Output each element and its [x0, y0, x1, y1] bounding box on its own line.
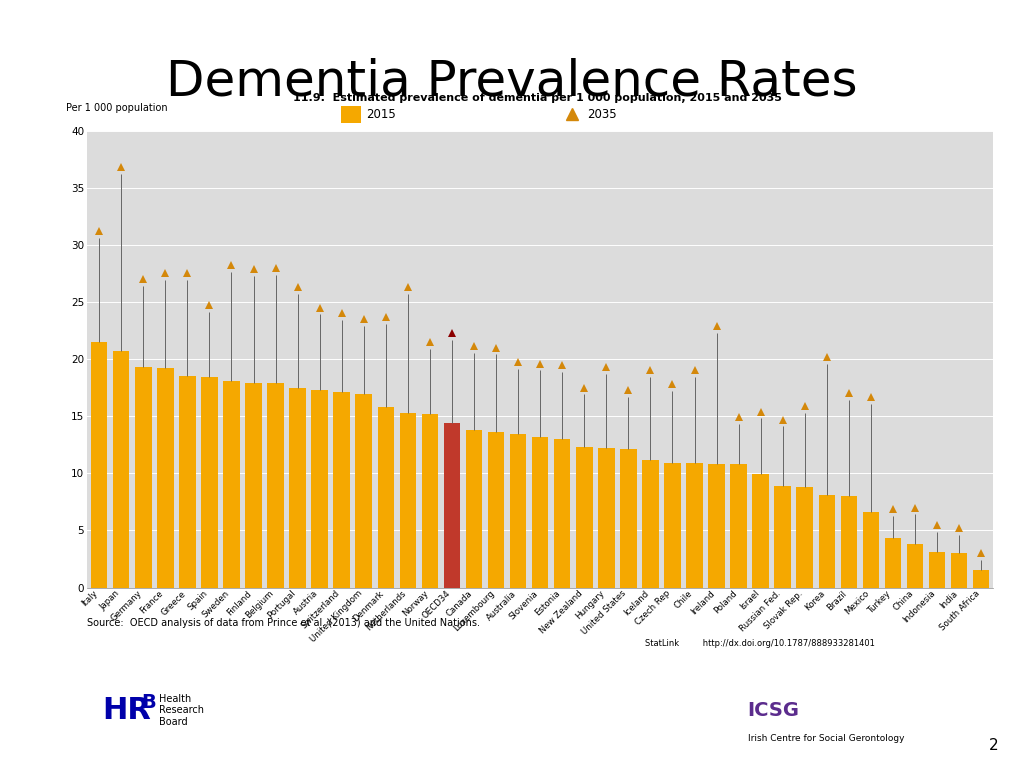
Bar: [311, 390, 328, 588]
Text: StatLink         http://dx.doi.org/10.1787/888933281401: StatLink http://dx.doi.org/10.1787/88893…: [645, 639, 874, 648]
Bar: [621, 449, 637, 588]
Bar: [841, 496, 857, 588]
Bar: [245, 383, 262, 588]
Bar: [201, 377, 218, 588]
Text: NUI Galway: NUI Galway: [500, 703, 570, 713]
Bar: [355, 395, 372, 588]
Bar: [290, 388, 306, 588]
Bar: [929, 552, 945, 588]
Text: 2015: 2015: [367, 108, 396, 121]
Bar: [885, 538, 901, 588]
Text: Source:  OECD analysis of data from Prince et al. (2013) and the United Nations.: Source: OECD analysis of data from Princ…: [87, 618, 480, 628]
Bar: [797, 487, 813, 588]
Bar: [443, 423, 460, 588]
Bar: [113, 351, 129, 588]
Bar: [818, 495, 836, 588]
Text: 11.9.  Estimated prevalence of dementia per 1 000 population, 2015 and 2035: 11.9. Estimated prevalence of dementia p…: [293, 93, 782, 104]
Text: Per 1 000 population: Per 1 000 population: [67, 104, 168, 114]
Bar: [554, 439, 570, 588]
Bar: [157, 368, 174, 588]
Text: OÉ Gaillimh: OÉ Gaillimh: [513, 723, 570, 734]
Bar: [753, 475, 769, 588]
Bar: [135, 367, 152, 588]
Bar: [709, 464, 725, 588]
Text: B: B: [141, 694, 156, 712]
Bar: [510, 435, 526, 588]
Text: HR: HR: [102, 696, 152, 725]
Bar: [973, 571, 989, 588]
Bar: [466, 430, 482, 588]
Bar: [267, 383, 284, 588]
Bar: [862, 512, 880, 588]
Bar: [341, 106, 360, 123]
Text: 2: 2: [989, 737, 998, 753]
Bar: [223, 381, 240, 588]
Bar: [598, 449, 614, 588]
Bar: [774, 486, 791, 588]
Text: Dementia Prevalence Rates: Dementia Prevalence Rates: [166, 58, 858, 105]
Bar: [399, 412, 416, 588]
Bar: [378, 407, 394, 588]
Bar: [91, 342, 108, 588]
Bar: [575, 447, 593, 588]
Bar: [422, 414, 438, 588]
Text: Health
Research
Board: Health Research Board: [159, 694, 204, 727]
Text: ICSG: ICSG: [748, 701, 800, 720]
Bar: [730, 464, 746, 588]
Bar: [906, 544, 924, 588]
Bar: [665, 463, 681, 588]
Text: Irish Centre for Social Gerontology: Irish Centre for Social Gerontology: [748, 734, 904, 743]
Bar: [951, 553, 968, 588]
Text: 2035: 2035: [588, 108, 616, 121]
Bar: [179, 376, 196, 588]
Bar: [686, 463, 702, 588]
Bar: [334, 392, 350, 588]
Bar: [531, 437, 549, 588]
Bar: [487, 432, 505, 588]
Bar: [642, 459, 658, 588]
